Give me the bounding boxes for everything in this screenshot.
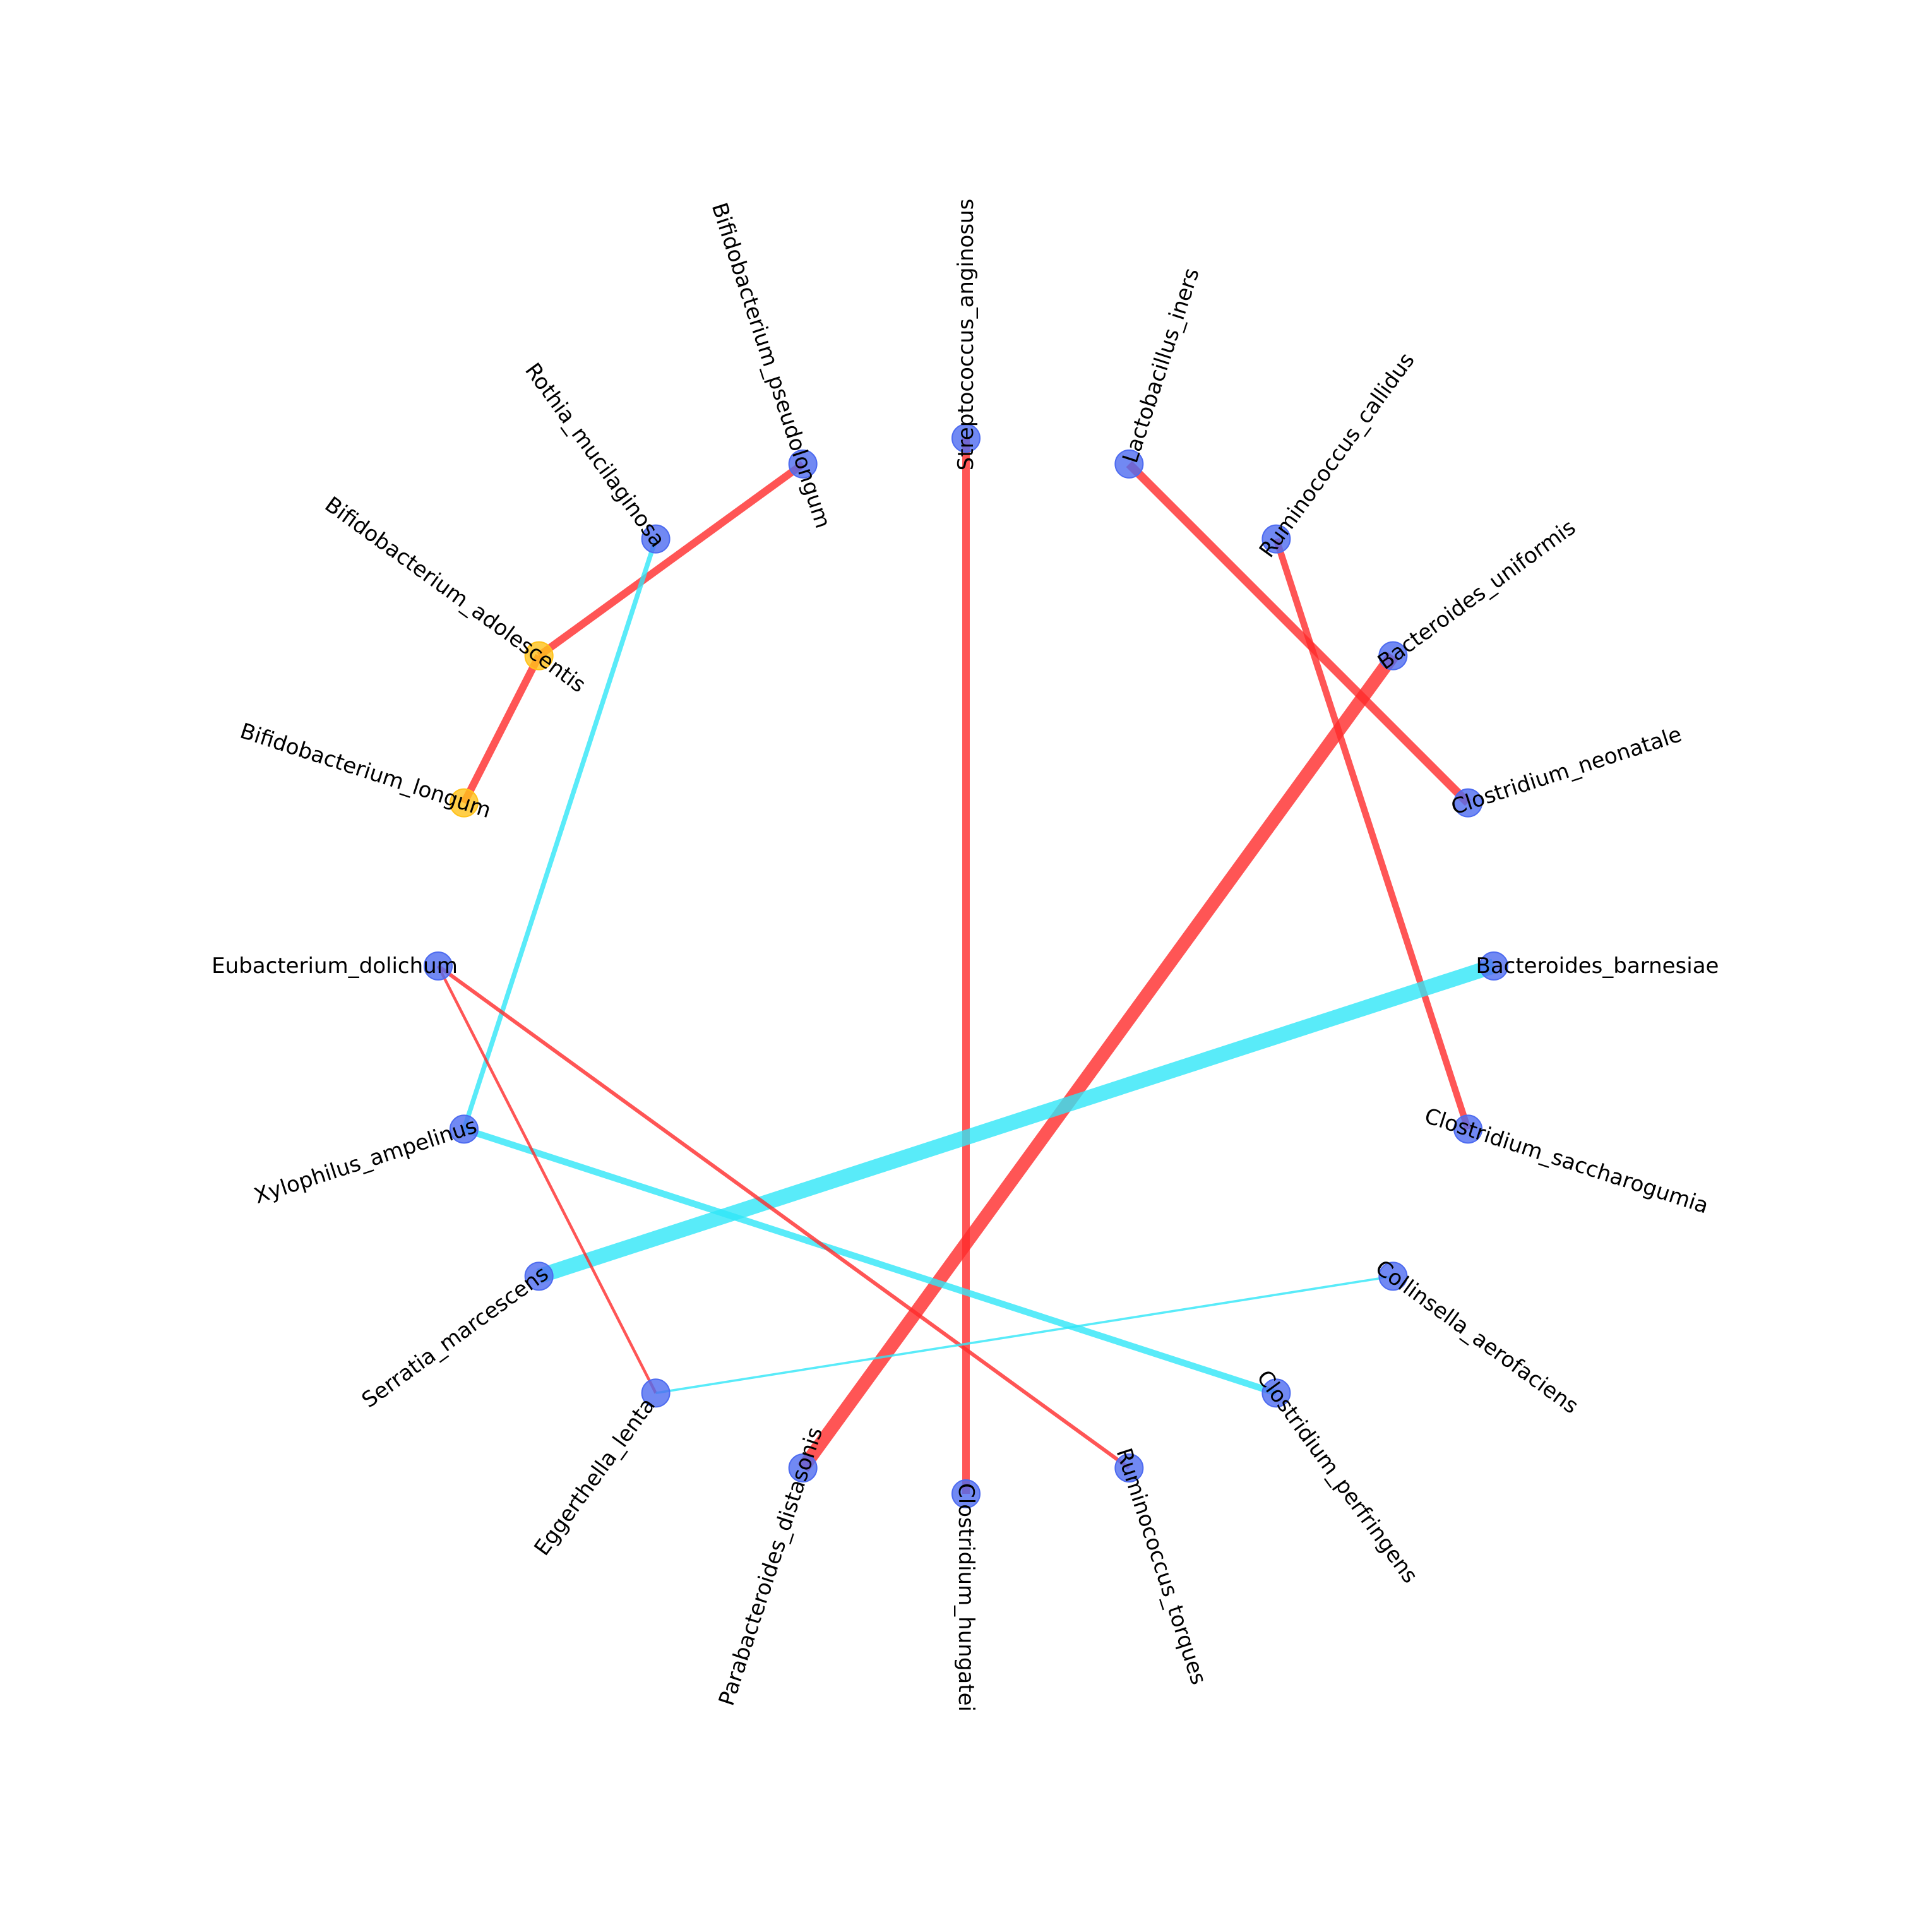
label-Xylophilus_ampelinus: Xylophilus_ampelinus (251, 1113, 480, 1209)
edge-Xylophilus_ampelinus-Clostridium_perfringens (463, 1126, 1278, 1397)
edge-Ruminococcus_callidus-Clostridium_saccharogumia (1273, 538, 1472, 1130)
label-Eggerthella_lenta: Eggerthella_lenta (529, 1393, 660, 1561)
edge-Eubacterium_dolichum-Ruminococcus_torques (437, 964, 1131, 1470)
node-Streptococcus_anginosus (951, 424, 981, 453)
label-Ruminococcus_callidus: Ruminococcus_callidus (1255, 348, 1420, 562)
label-Collinsella_aerofaciens: Collinsella_aerofaciens (1371, 1255, 1583, 1419)
edge-Lactobacillus_iners-Clostridium_neonatale (1126, 461, 1471, 806)
node-Bifidobacterium_longum (449, 788, 479, 818)
node-Clostridium_perfringens (1261, 1378, 1291, 1408)
label-Ruminococcus_torques: Ruminococcus_torques (1111, 1445, 1212, 1688)
edge-Bacteroides_barnesiae-Serratia_marcescens (536, 958, 1496, 1284)
label-Bifidobacterium_pseudolongum: Bifidobacterium_pseudolongum (707, 200, 836, 531)
edges-layer (436, 438, 1496, 1494)
label-Clostridium_perfringens: Clostridium_perfringens (1251, 1366, 1422, 1588)
edge-Rothia_mucilaginosa-Xylophilus_ampelinus (462, 538, 659, 1130)
node-Parabacteroides_distasonis (788, 1453, 818, 1483)
label-Lactobacillus_iners: Lactobacillus_iners (1118, 265, 1205, 467)
label-Serratia_marcescens: Serratia_marcescens (357, 1261, 553, 1413)
label-Parabacteroides_distasonis: Parabacteroides_distasonis (714, 1424, 828, 1709)
node-Eubacterium_dolichum (424, 951, 453, 981)
node-Clostridium_saccharogumia (1453, 1114, 1483, 1144)
node-Bifidobacterium_pseudolongum (788, 449, 818, 479)
node-Ruminococcus_callidus (1261, 524, 1291, 554)
edge-Bacteroides_uniformis-Parabacteroides_distasonis (797, 652, 1398, 1472)
label-Rothia_mucilaginosa: Rothia_mucilaginosa (520, 359, 670, 552)
node-Serratia_marcescens (524, 1261, 554, 1291)
node-Rothia_mucilaginosa (641, 524, 671, 554)
node-Ruminococcus_torques (1114, 1453, 1144, 1483)
node-Eggerthella_lenta (641, 1378, 671, 1408)
label-Eubacterium_dolichum: Eubacterium_dolichum (212, 953, 458, 979)
label-Streptococcus_anginosus: Streptococcus_anginosus (953, 199, 979, 471)
label-Clostridium_saccharogumia: Clostridium_saccharogumia (1421, 1103, 1711, 1219)
label-Bifidobacterium_adolescentis: Bifidobacterium_adolescentis (320, 492, 590, 698)
edge-Eubacterium_dolichum-Eggerthella_lenta (436, 965, 657, 1394)
label-Bifidobacterium_longum: Bifidobacterium_longum (237, 719, 494, 823)
node-Clostridium_neonatale (1453, 788, 1483, 818)
node-Collinsella_aerofaciens (1378, 1261, 1408, 1291)
edge-Eggerthella_lenta-Collinsella_aerofaciens (655, 1275, 1393, 1395)
node-Lactobacillus_iners (1114, 449, 1144, 479)
label-Clostridium_hungatei: Clostridium_hungatei (953, 1483, 979, 1712)
edge-Bifidobacterium_pseudolongum-Bifidobacterium_adolescentis (537, 461, 806, 659)
label-Clostridium_neonatale: Clostridium_neonatale (1448, 722, 1685, 820)
node-Bacteroides_uniformis (1378, 641, 1408, 671)
node-Clostridium_hungatei (951, 1479, 981, 1508)
label-Bacteroides_barnesiae: Bacteroides_barnesiae (1476, 953, 1719, 979)
node-Bifidobacterium_adolescentis (524, 641, 554, 671)
label-Bacteroides_uniformis: Bacteroides_uniformis (1373, 515, 1580, 675)
edge-Bifidobacterium_adolescentis-Bifidobacterium_longum (460, 653, 543, 805)
node-Xylophilus_ampelinus (449, 1114, 479, 1144)
node-Bacteroides_barnesiae (1479, 951, 1508, 981)
nodes-layer (424, 424, 1508, 1508)
